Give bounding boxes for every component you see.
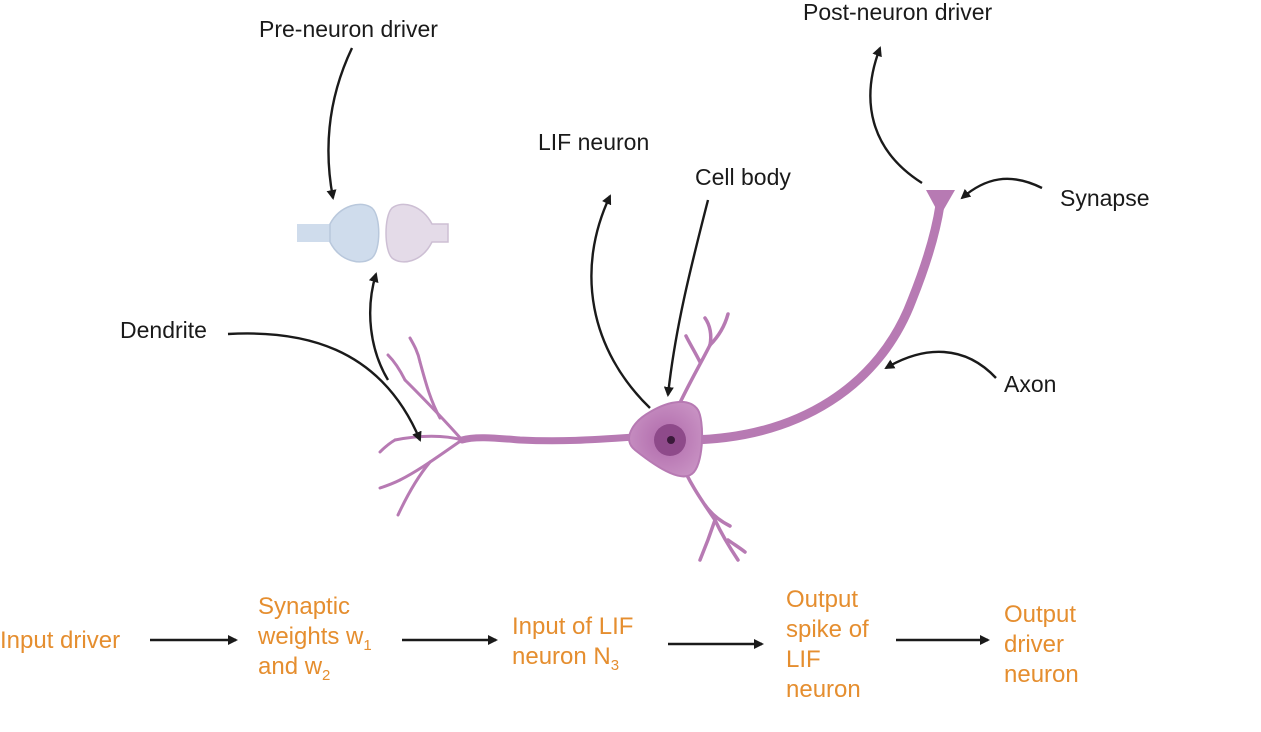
arrow-dendrite: [227, 332, 422, 442]
signal-flow: Input driver Synaptic weights w1 and w2 …: [0, 586, 1079, 703]
svg-text:Synaptic: Synaptic: [258, 593, 350, 620]
label-cell-body: Cell body: [695, 164, 791, 190]
label-arrows: [227, 46, 1043, 442]
axon-shape: [685, 200, 945, 445]
svg-text:Output: Output: [1004, 601, 1076, 628]
svg-text:Input of LIF: Input of LIF: [512, 613, 633, 640]
arrow-lif-neuron: [590, 194, 651, 409]
arrow-axon: [884, 350, 997, 379]
neuron: [378, 190, 955, 562]
arrow-post-neuron-driver: [869, 46, 923, 185]
label-dendrite: Dendrite: [120, 317, 207, 343]
label-synapse: Synapse: [1060, 185, 1150, 211]
label-pre-neuron-driver: Pre-neuron driver: [259, 16, 438, 42]
flow-output-driver: Output driver neuron: [1004, 601, 1079, 688]
svg-text:driver: driver: [1004, 631, 1064, 658]
arrow-pre-neuron-driver: [326, 47, 354, 200]
synapse-junction-icon: [297, 203, 449, 263]
svg-text:Output: Output: [786, 586, 858, 613]
arrow-dendrite-to-synapse: [368, 272, 390, 381]
svg-text:weights w1: weights w1: [257, 623, 372, 654]
flow-lif-input: Input of LIF neuron N3: [512, 613, 633, 674]
svg-text:and w2: and w2: [258, 653, 330, 684]
flow-input-driver: Input driver: [0, 627, 120, 654]
label-lif-neuron: LIF neuron: [538, 129, 649, 155]
svg-text:neuron: neuron: [1004, 661, 1079, 688]
arrow-synapse: [960, 177, 1043, 200]
svg-text:spike of: spike of: [786, 616, 869, 643]
arrow-cell-body: [663, 199, 710, 397]
synapse-terminal-shape: [926, 190, 955, 216]
nucleolus-shape: [667, 436, 675, 444]
label-post-neuron-driver: Post-neuron driver: [803, 0, 993, 25]
label-axon: Axon: [1004, 371, 1056, 397]
svg-text:neuron N3: neuron N3: [512, 643, 619, 674]
svg-text:neuron: neuron: [786, 676, 861, 703]
flow-synaptic-weights: Synaptic weights w1 and w2: [257, 593, 372, 684]
flow-output-spike: Output spike of LIF neuron: [786, 586, 869, 703]
svg-text:LIF: LIF: [786, 646, 821, 673]
